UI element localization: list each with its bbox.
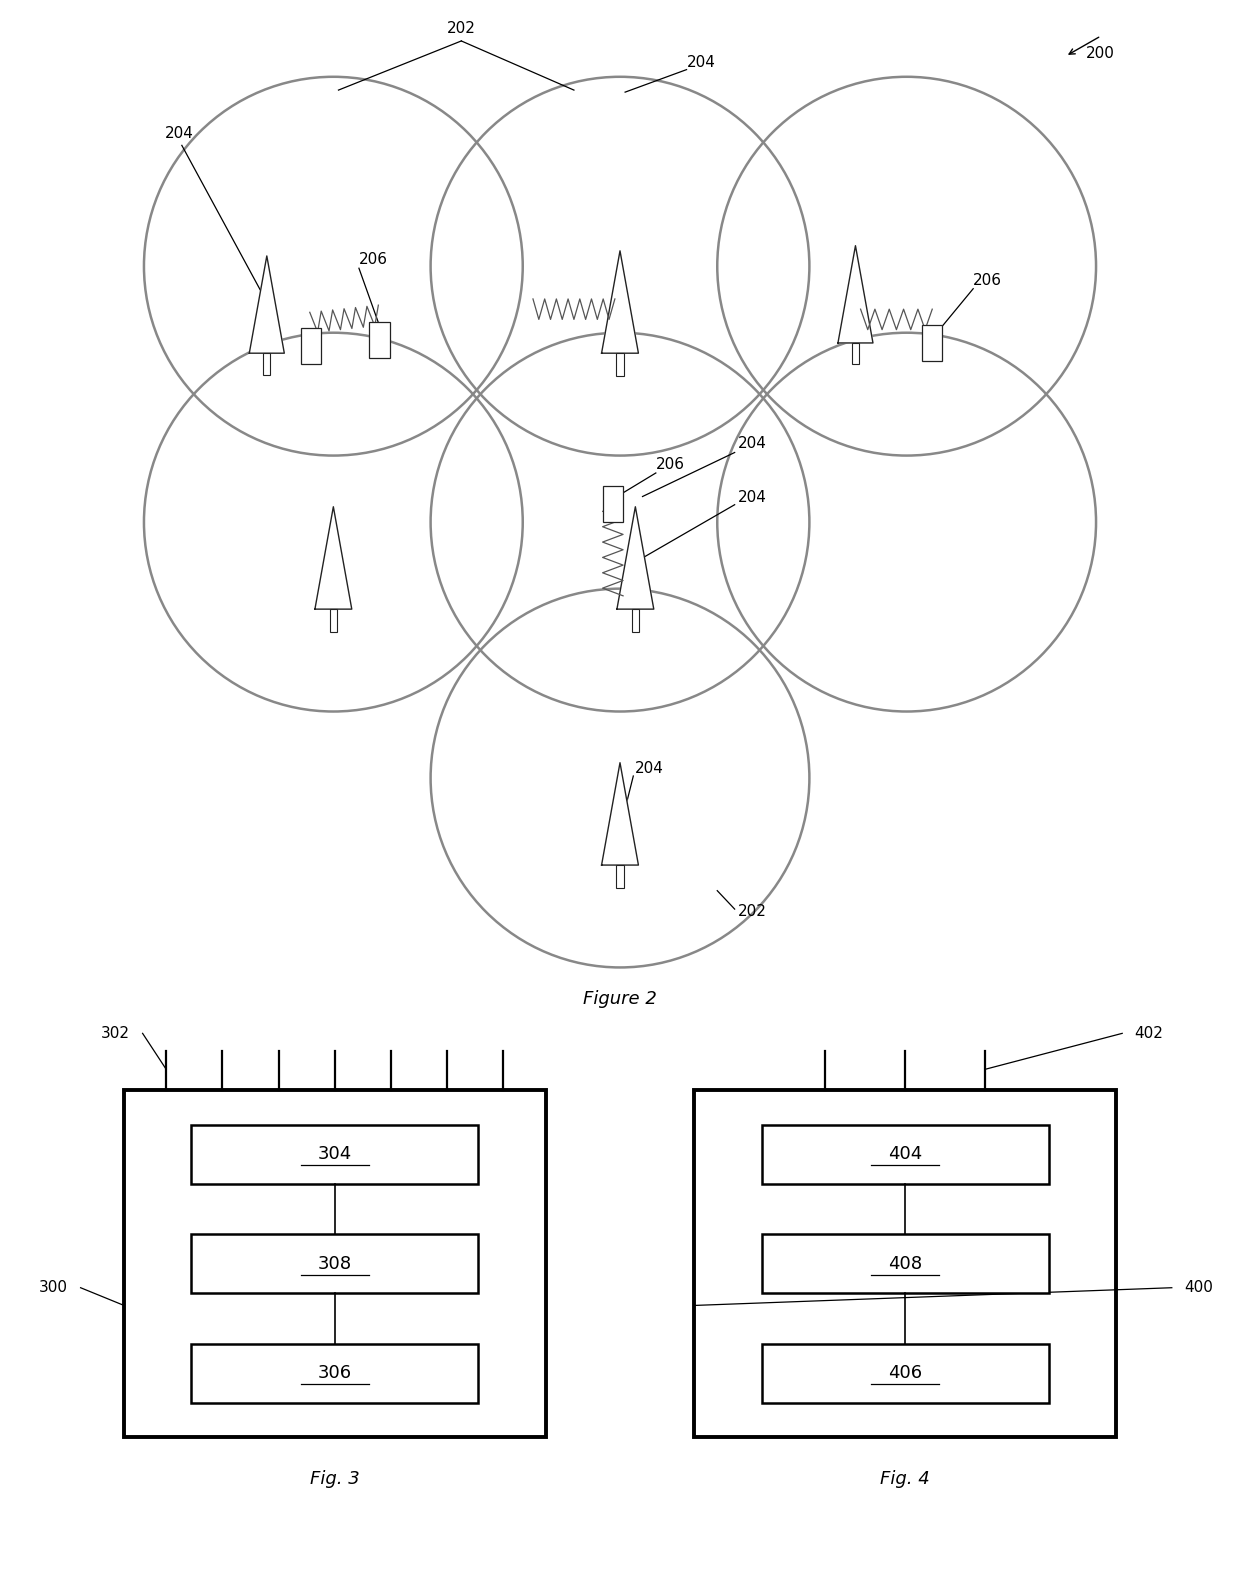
- Text: Fig. 4: Fig. 4: [880, 1471, 930, 1488]
- Text: 204: 204: [738, 436, 766, 452]
- Polygon shape: [601, 762, 639, 865]
- Text: 200: 200: [1086, 46, 1115, 61]
- Text: 204: 204: [635, 761, 665, 776]
- Text: 204: 204: [738, 490, 766, 504]
- Text: Figure 2: Figure 2: [583, 991, 657, 1008]
- FancyBboxPatch shape: [603, 485, 622, 521]
- FancyBboxPatch shape: [616, 353, 624, 376]
- Text: 202: 202: [738, 904, 766, 920]
- FancyBboxPatch shape: [761, 1125, 1049, 1184]
- FancyBboxPatch shape: [300, 328, 321, 364]
- Polygon shape: [315, 507, 352, 610]
- Polygon shape: [618, 507, 653, 610]
- Text: 306: 306: [317, 1364, 352, 1383]
- Text: 202: 202: [446, 20, 476, 36]
- Text: 406: 406: [888, 1364, 923, 1383]
- Text: 206: 206: [358, 252, 388, 268]
- Text: 402: 402: [1135, 1025, 1163, 1041]
- Polygon shape: [249, 255, 284, 353]
- Text: 206: 206: [973, 272, 1002, 288]
- FancyBboxPatch shape: [263, 353, 270, 375]
- FancyBboxPatch shape: [191, 1235, 479, 1293]
- FancyBboxPatch shape: [191, 1125, 479, 1184]
- FancyBboxPatch shape: [631, 610, 639, 632]
- Text: 408: 408: [888, 1255, 923, 1273]
- FancyBboxPatch shape: [124, 1090, 546, 1438]
- Polygon shape: [838, 246, 873, 343]
- Text: Fig. 3: Fig. 3: [310, 1471, 360, 1488]
- FancyBboxPatch shape: [370, 321, 389, 358]
- Text: 204: 204: [165, 126, 193, 142]
- Text: 304: 304: [317, 1145, 352, 1164]
- FancyBboxPatch shape: [923, 324, 942, 361]
- FancyBboxPatch shape: [852, 343, 859, 364]
- Text: 308: 308: [317, 1255, 352, 1273]
- FancyBboxPatch shape: [761, 1343, 1049, 1403]
- FancyBboxPatch shape: [330, 610, 337, 632]
- FancyBboxPatch shape: [694, 1090, 1116, 1438]
- Text: 404: 404: [888, 1145, 923, 1164]
- Polygon shape: [601, 250, 639, 353]
- Text: 300: 300: [40, 1280, 68, 1295]
- Text: 302: 302: [102, 1025, 130, 1041]
- Text: 204: 204: [687, 55, 715, 69]
- Text: 400: 400: [1184, 1280, 1213, 1295]
- FancyBboxPatch shape: [191, 1343, 479, 1403]
- Text: 206: 206: [656, 457, 684, 472]
- FancyBboxPatch shape: [616, 865, 624, 888]
- FancyBboxPatch shape: [761, 1235, 1049, 1293]
